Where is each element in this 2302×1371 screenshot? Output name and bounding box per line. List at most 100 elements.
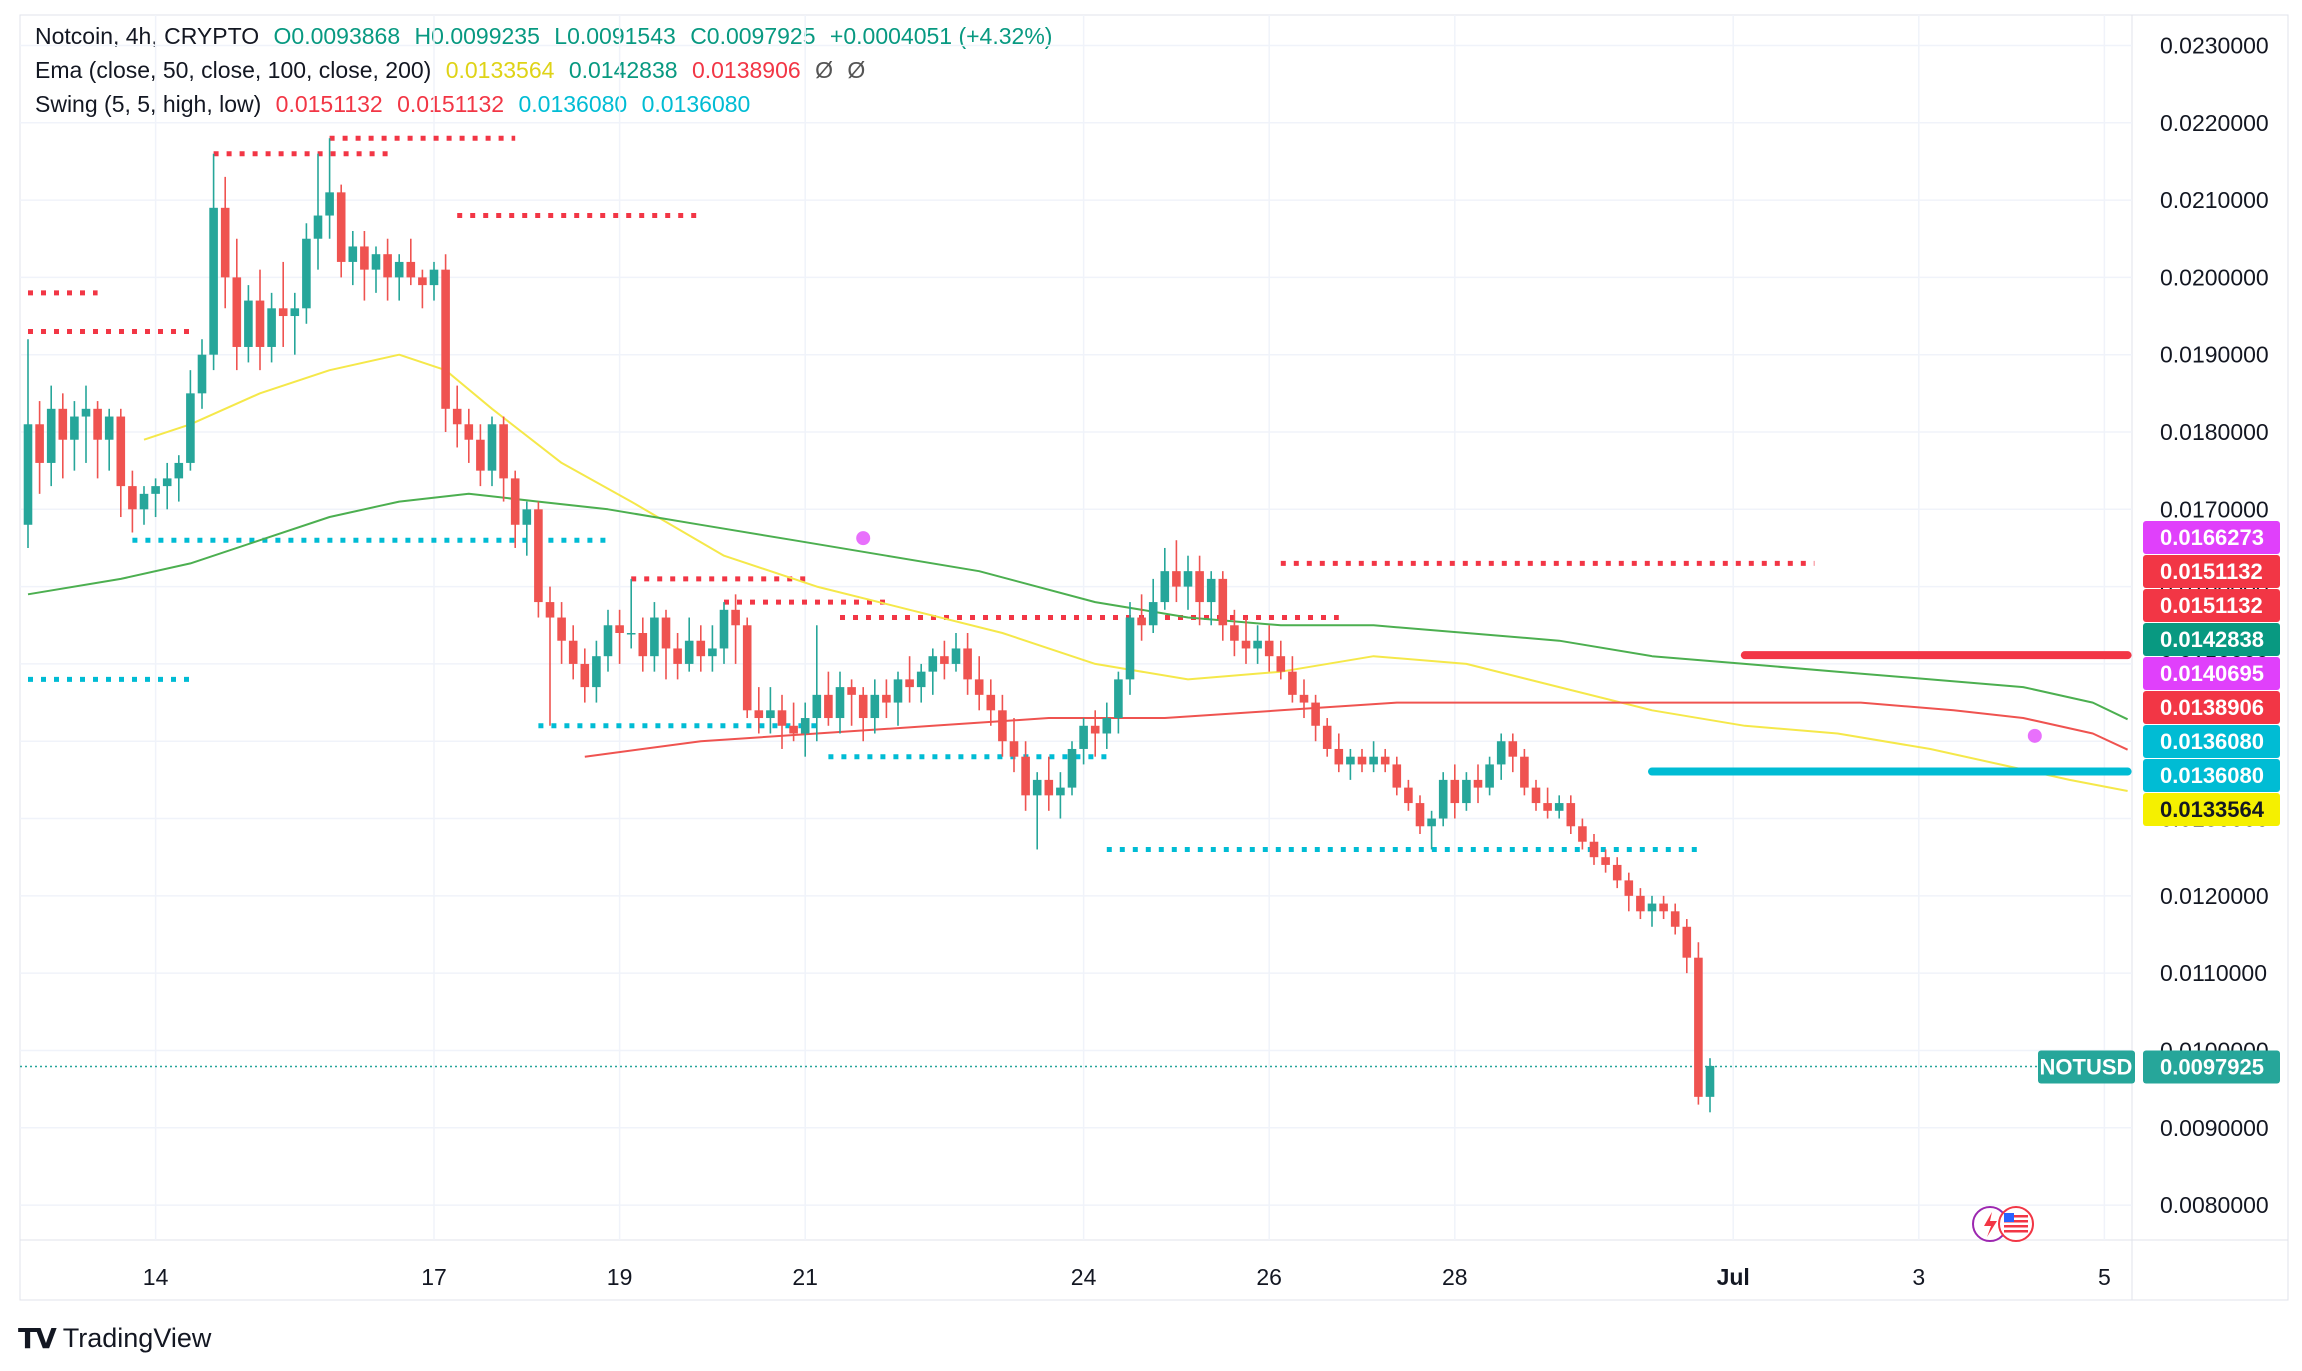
candle-body: [151, 486, 160, 494]
price-label-box: [2143, 657, 2280, 690]
candle-body: [684, 640, 694, 664]
icons: [1972, 1206, 2034, 1242]
candle-body: [580, 663, 590, 688]
candle-body: [638, 633, 648, 657]
swing-value-4: 0.0136080: [641, 91, 751, 117]
candle-body: [1218, 578, 1228, 626]
candle-body: [1253, 640, 1262, 649]
candle-body: [1334, 748, 1344, 765]
candle-body: [731, 609, 740, 626]
price-label-text: 0.0151132: [2160, 593, 2263, 618]
swing-value-1: 0.0151132: [275, 91, 383, 117]
price-axis: 0.0230000 0.0220000 0.0210000 0.0200000 0.01…: [2160, 32, 2269, 1218]
us-flag-icon: [1998, 1206, 2034, 1242]
candle-body: [1427, 818, 1436, 827]
candle-body: [789, 725, 798, 734]
candle-body: [1276, 656, 1286, 672]
candle-body: [1230, 625, 1239, 641]
candle-body: [1032, 779, 1042, 796]
price-label-box: [2143, 589, 2280, 622]
candle-body: [940, 656, 949, 664]
swing-value-3: 0.0136080: [518, 91, 628, 117]
candle-body: [1543, 803, 1552, 811]
candle-body: [35, 424, 44, 463]
candle-body: [244, 300, 253, 347]
candle-body: [371, 254, 381, 270]
candle-body: [348, 246, 358, 262]
candle-body: [1485, 764, 1494, 788]
candle-body: [974, 679, 984, 695]
candle-body: [1160, 571, 1170, 603]
candle-body: [986, 694, 996, 711]
candle-body: [928, 656, 938, 672]
y-tick-label: 0.0210000: [2160, 187, 2269, 213]
legend-ema[interactable]: Ema (close, 50, close, 100, close, 200) …: [35, 54, 873, 86]
candle-body: [464, 424, 474, 440]
candle-body: [162, 478, 172, 487]
legend-swing[interactable]: Swing (5, 5, high, low) 0.0151132 0.0151…: [35, 88, 758, 120]
candle-body: [835, 687, 845, 719]
change-value: +0.0004051 (+4.32%): [829, 23, 1053, 49]
candle-body: [1369, 756, 1378, 765]
candle-body: [1056, 787, 1065, 796]
candle-body: [1508, 741, 1518, 757]
candle-body: [905, 679, 914, 688]
candle-body: [267, 308, 276, 347]
price-label-box: [2143, 691, 2280, 724]
price-label-text: 0.0151132: [2160, 559, 2263, 584]
candle-body: [1264, 640, 1274, 657]
candle-body: [951, 648, 961, 664]
x-tick-label: 5: [2098, 1264, 2111, 1290]
price-label-text: 0.0136080: [2160, 729, 2264, 754]
candle-body: [255, 300, 265, 347]
candle-body: [104, 416, 114, 440]
y-tick-label: 0.0110000: [2160, 960, 2267, 986]
symbol-tag: [2038, 1050, 2135, 1084]
candle-body: [1009, 741, 1019, 757]
candle-body: [70, 416, 79, 440]
y-tick-label: 0.0170000: [2160, 496, 2269, 522]
ema-label: Ema (close, 50, close, 100, close, 200): [35, 57, 432, 83]
markers: [856, 531, 2042, 743]
candle-body: [626, 633, 636, 635]
candle-body: [661, 617, 671, 649]
candle-body: [1531, 787, 1541, 804]
tv-logo-icon: 𝗧𝗩: [18, 1323, 57, 1354]
candle-body: [1183, 571, 1193, 587]
y-tick-label: 0.0220000: [2160, 110, 2269, 136]
price-labels: 0.0166273 0.0151132 0.0151132 0.0142838 0.01…: [2038, 521, 2280, 1084]
price-label-text: 0.0166273: [2160, 525, 2264, 550]
close-value: C0.0097925: [690, 23, 816, 49]
candle-body: [1322, 725, 1332, 749]
candle-body: [858, 694, 868, 719]
candle-body: [1554, 803, 1564, 811]
lightning-glyph: [1984, 1212, 1997, 1237]
tradingview-logo[interactable]: 𝗧𝗩 TradingView: [18, 1322, 211, 1355]
candle-body: [1647, 903, 1657, 912]
candle-body: [615, 625, 624, 633]
candle-body: [1206, 578, 1216, 603]
candle-body: [592, 656, 601, 688]
swing-label: Swing (5, 5, high, low): [35, 91, 262, 117]
ema200-value: 0.0138906: [691, 57, 801, 83]
time-axis: 14 17 19 21 24 26 28 Jul 3 5: [143, 1264, 2111, 1290]
candle-body: [1438, 779, 1448, 819]
candle-body: [1090, 725, 1100, 734]
candle-body: [1079, 725, 1088, 749]
candle-body: [313, 215, 323, 239]
price-label-text: 0.0138906: [2160, 695, 2264, 720]
candle-body: [998, 710, 1007, 742]
candle-body: [1520, 756, 1529, 788]
candle-body: [452, 408, 462, 425]
candle-body: [128, 486, 137, 510]
price-label-box: [2143, 725, 2280, 758]
candle-body: [1601, 857, 1610, 865]
price-label-box: [2143, 555, 2280, 588]
x-tick-label: 14: [143, 1264, 169, 1290]
ema100-value: 0.0142838: [568, 57, 678, 83]
ema-cross-marker: [2027, 728, 2042, 743]
symbol-label[interactable]: Notcoin, 4h, CRYPTO: [35, 23, 260, 49]
candle-body: [232, 277, 242, 347]
candle-body: [882, 694, 891, 703]
